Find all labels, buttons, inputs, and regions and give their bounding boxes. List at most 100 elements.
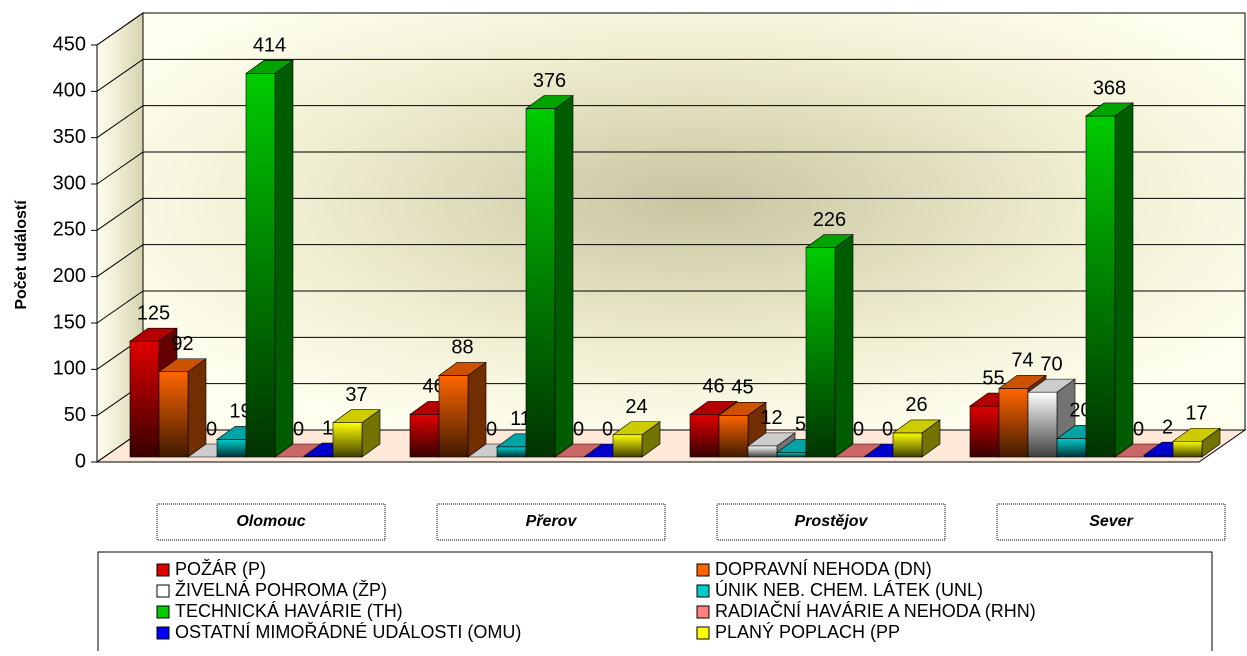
y-tick-label: 400 xyxy=(53,80,86,102)
value-label: 376 xyxy=(533,70,566,92)
bar-top xyxy=(245,60,294,74)
legend-swatch xyxy=(156,584,170,598)
bar-front xyxy=(1085,115,1116,458)
bar-front xyxy=(718,414,749,458)
grid-line xyxy=(96,151,144,185)
y-tick-label: 200 xyxy=(53,265,86,287)
value-label: 414 xyxy=(253,35,286,57)
grid-line xyxy=(96,290,144,324)
bar-front xyxy=(747,445,778,458)
category-box xyxy=(996,503,1226,541)
bar-front xyxy=(129,340,160,458)
legend-label: POŽÁR (P) xyxy=(175,559,266,579)
bar-front xyxy=(216,439,247,458)
bar-top xyxy=(1085,102,1134,117)
y-tick-label: 0 xyxy=(75,450,86,472)
bar-top xyxy=(1027,378,1076,393)
bar xyxy=(1027,378,1076,458)
y-tick-label: 300 xyxy=(53,172,86,194)
value-label: 26 xyxy=(905,394,927,416)
bar-top xyxy=(525,95,574,109)
bar-front xyxy=(1027,391,1058,458)
category-box xyxy=(716,503,946,541)
value-label: 45 xyxy=(731,377,753,399)
bar-side xyxy=(1114,102,1134,458)
grid-line xyxy=(96,58,144,92)
value-label: 125 xyxy=(137,302,170,324)
legend-swatch xyxy=(696,626,710,640)
value-label: 0 xyxy=(1133,418,1144,440)
value-label: 0 xyxy=(853,418,864,440)
bar-top xyxy=(718,401,767,416)
bar-side xyxy=(554,94,574,458)
legend-swatch xyxy=(696,605,710,619)
grid-line xyxy=(96,105,144,139)
grid-line xyxy=(96,244,144,278)
legend-swatch xyxy=(156,563,170,577)
bar-top xyxy=(747,432,796,447)
value-label: 46 xyxy=(702,376,724,398)
legend-swatch xyxy=(156,605,170,619)
value-label: 0 xyxy=(882,418,893,440)
bar-front xyxy=(805,247,836,458)
bar xyxy=(438,361,487,458)
y-tick-label: 350 xyxy=(53,126,86,148)
value-label: 368 xyxy=(1093,77,1126,99)
y-axis-label: Počet událostí xyxy=(13,200,30,310)
value-label: 70 xyxy=(1040,353,1062,375)
bar xyxy=(1085,102,1134,458)
grid-line xyxy=(96,12,144,46)
bar-top xyxy=(129,327,178,342)
value-label: 2 xyxy=(1162,416,1173,438)
legend-swatch xyxy=(156,626,170,640)
bar xyxy=(245,59,294,458)
bar-top xyxy=(438,362,487,376)
value-label: 0 xyxy=(206,418,217,440)
bar-side xyxy=(834,233,854,458)
bar-top xyxy=(332,409,381,424)
value-label: 37 xyxy=(345,384,367,406)
legend-label: RADIAČNÍ HAVÁRIE A NEHODA (RHN) xyxy=(715,600,1036,621)
bar xyxy=(1172,427,1221,458)
back-wall xyxy=(142,12,1246,431)
bar-top xyxy=(689,401,738,415)
value-label: 24 xyxy=(625,396,647,418)
value-label: 5 xyxy=(795,414,806,436)
legend-label: ŽIVELNÁ POHROMA (ŽP) xyxy=(175,580,387,600)
y-tick-label: 450 xyxy=(53,33,86,55)
bar xyxy=(612,421,661,458)
grid-line xyxy=(96,197,144,231)
value-label: 88 xyxy=(451,337,473,359)
bar-top xyxy=(1172,427,1221,442)
legend-label: PLANÝ POPLACH (PP xyxy=(715,622,900,642)
value-label: 226 xyxy=(813,209,846,231)
bar xyxy=(332,409,381,458)
bar-front xyxy=(158,371,189,458)
value-label: 0 xyxy=(486,418,497,440)
bar-top xyxy=(892,419,941,434)
value-label: 0 xyxy=(573,418,584,440)
bar-side xyxy=(187,358,207,458)
x-tick-label: Sever xyxy=(1089,513,1133,530)
bar-side xyxy=(467,361,487,458)
bar-front xyxy=(689,414,720,458)
bar-front xyxy=(525,108,556,458)
legend-label: ÚNIK NEB. CHEM. LÁTEK (UNL) xyxy=(715,579,983,600)
value-label: 0 xyxy=(293,418,304,440)
x-tick-label: Olomouc xyxy=(236,513,305,530)
y-tick-label: 150 xyxy=(53,311,86,333)
bar-top xyxy=(805,234,854,248)
category-box xyxy=(436,503,666,541)
legend xyxy=(97,551,1213,656)
legend-swatch xyxy=(696,584,710,598)
bar-front xyxy=(496,446,527,458)
value-label: 1 xyxy=(322,417,333,439)
y-tick-label: 100 xyxy=(53,358,86,380)
legend-label: TECHNICKÁ HAVÁRIE (TH) xyxy=(175,601,403,621)
value-label: 17 xyxy=(1185,403,1207,425)
value-label: 92 xyxy=(171,333,193,355)
value-label: 11 xyxy=(510,408,531,430)
bar-front xyxy=(438,375,469,458)
bar-front xyxy=(245,73,276,458)
